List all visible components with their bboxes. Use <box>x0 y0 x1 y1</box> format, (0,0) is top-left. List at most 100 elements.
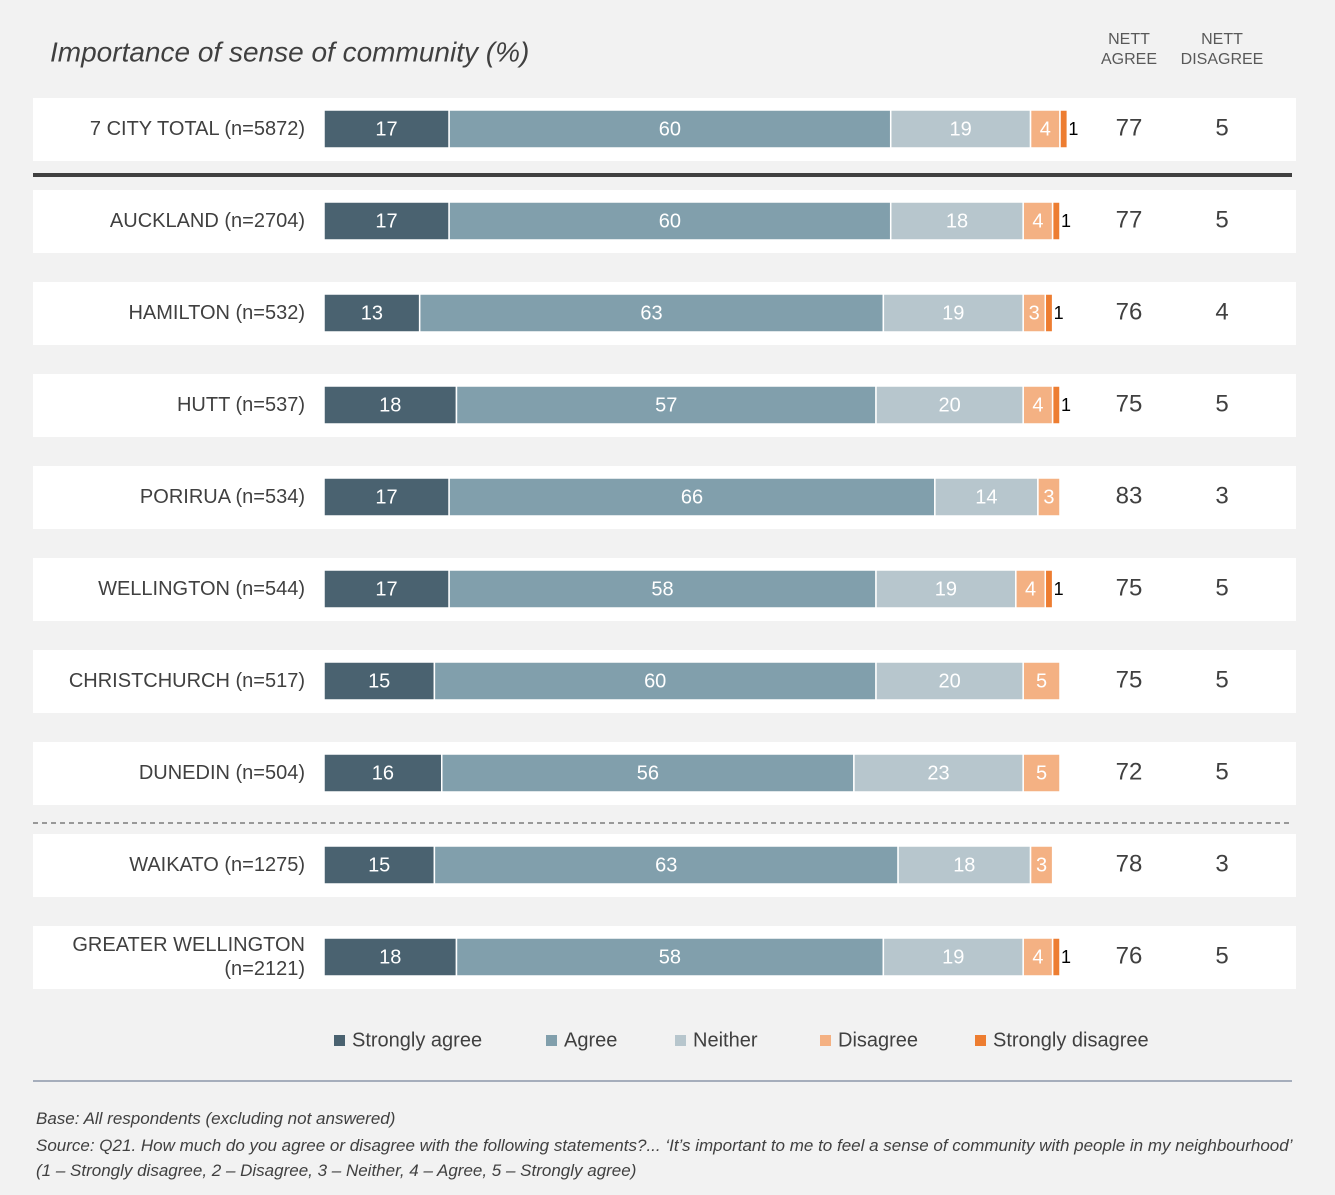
data-label: 1 <box>1061 947 1071 967</box>
data-label: 20 <box>938 394 960 416</box>
column-header: NETT AGREE <box>1100 31 1157 68</box>
data-label: 1 <box>1054 303 1064 323</box>
chart-title: Importance of sense of community (%) <box>50 36 529 67</box>
bar-segment <box>1037 477 1061 517</box>
nett-agree: 76 <box>1116 942 1143 969</box>
data-label: 3 <box>1029 302 1040 324</box>
data-label: 19 <box>942 302 964 324</box>
bar-segment <box>1022 201 1054 241</box>
legend-label: Strongly disagree <box>993 1029 1149 1051</box>
bar-segment <box>1051 201 1061 241</box>
bar-segment <box>323 385 458 425</box>
legend-swatch <box>675 1035 686 1046</box>
data-label: 4 <box>1032 210 1043 232</box>
bar-segment <box>448 477 936 517</box>
data-label: 16 <box>372 762 394 784</box>
data-label: 15 <box>368 854 390 876</box>
data-label: 1 <box>1061 395 1071 415</box>
bar-segment <box>323 569 450 609</box>
category-label: CHRISTCHURCH (n=517) <box>68 670 305 692</box>
data-label: 17 <box>375 578 397 600</box>
data-label: 58 <box>651 578 673 600</box>
bar-segment <box>455 937 885 977</box>
nett-agree: 77 <box>1116 114 1143 141</box>
note: Source: Q21. How much do you agree or di… <box>36 1136 1292 1180</box>
legend-swatch <box>820 1035 831 1046</box>
legend-label: Neither <box>693 1029 758 1051</box>
category-label: WELLINGTON (n=544) <box>98 578 305 600</box>
nett-disagree: 3 <box>1215 482 1228 509</box>
data-label: 14 <box>975 486 997 508</box>
category-label: WAIKATO (n=1275) <box>129 854 305 876</box>
data-label: 4 <box>1025 578 1036 600</box>
bar-segment <box>323 753 443 793</box>
note: Base: All respondents (excluding not ans… <box>36 1109 396 1128</box>
legend-swatch <box>975 1035 986 1046</box>
category-label: 7 CITY TOTAL (n=5872) <box>89 118 305 140</box>
data-label: 63 <box>655 854 677 876</box>
data-label: 18 <box>953 854 975 876</box>
bar-segment <box>1051 937 1061 977</box>
bar-segment <box>323 477 450 517</box>
legend-label: Agree <box>564 1029 617 1051</box>
legend-swatch <box>334 1035 345 1046</box>
data-label: 4 <box>1040 118 1051 140</box>
data-label: 3 <box>1036 854 1047 876</box>
bar-segment <box>1022 385 1054 425</box>
nett-disagree: 5 <box>1215 114 1228 141</box>
nett-disagree: 4 <box>1215 298 1228 325</box>
data-label: 66 <box>681 486 703 508</box>
nett-agree: 76 <box>1116 298 1143 325</box>
nett-disagree: 5 <box>1215 666 1228 693</box>
bar-segment <box>433 661 877 701</box>
bar-segment <box>1015 569 1047 609</box>
bar-segment <box>1029 109 1061 149</box>
data-label: 5 <box>1036 762 1047 784</box>
data-label: 4 <box>1032 394 1043 416</box>
legend-item: Neither <box>675 1029 758 1051</box>
bar-segment <box>1029 845 1054 885</box>
data-label: 58 <box>659 946 681 968</box>
data-label: 17 <box>375 486 397 508</box>
bar-segment <box>323 293 421 333</box>
bar-segment <box>448 569 877 609</box>
category-label: AUCKLAND (n=2704) <box>109 210 305 232</box>
nett-disagree: 5 <box>1215 574 1228 601</box>
bar-segment <box>882 293 1024 333</box>
data-label: 18 <box>946 210 968 232</box>
bar-segment <box>1022 753 1061 793</box>
data-label: 63 <box>640 302 662 324</box>
nett-agree: 77 <box>1116 206 1143 233</box>
bar-segment <box>1044 293 1054 333</box>
bar-segment <box>448 109 892 149</box>
bar-segment <box>1051 385 1061 425</box>
bar-segment <box>448 201 892 241</box>
category-label: PORIRUA (n=534) <box>139 486 305 508</box>
data-label: 20 <box>938 670 960 692</box>
bar-segment <box>323 845 436 885</box>
nett-agree: 78 <box>1116 850 1143 877</box>
data-label: 3 <box>1043 486 1054 508</box>
nett-agree: 75 <box>1116 666 1143 693</box>
legend-item: Strongly agree <box>334 1029 482 1051</box>
bar-segment <box>889 109 1032 149</box>
bar-segment <box>1022 661 1061 701</box>
nett-disagree: 3 <box>1215 850 1228 877</box>
data-label: 23 <box>927 762 949 784</box>
data-label: 60 <box>659 210 681 232</box>
legend-item: Disagree <box>820 1029 918 1051</box>
data-label: 5 <box>1036 670 1047 692</box>
nett-agree: 83 <box>1116 482 1143 509</box>
column-header: NETT DISAGREE <box>1180 31 1264 68</box>
nett-disagree: 5 <box>1215 942 1228 969</box>
bar-segment <box>882 937 1024 977</box>
data-label: 60 <box>659 118 681 140</box>
bar-segment <box>433 845 899 885</box>
bar-segment <box>1022 937 1054 977</box>
data-label: 18 <box>379 394 401 416</box>
bar-segment <box>897 845 1032 885</box>
nett-disagree: 5 <box>1215 390 1228 417</box>
data-label: 19 <box>935 578 957 600</box>
bar-segment <box>853 753 1024 793</box>
